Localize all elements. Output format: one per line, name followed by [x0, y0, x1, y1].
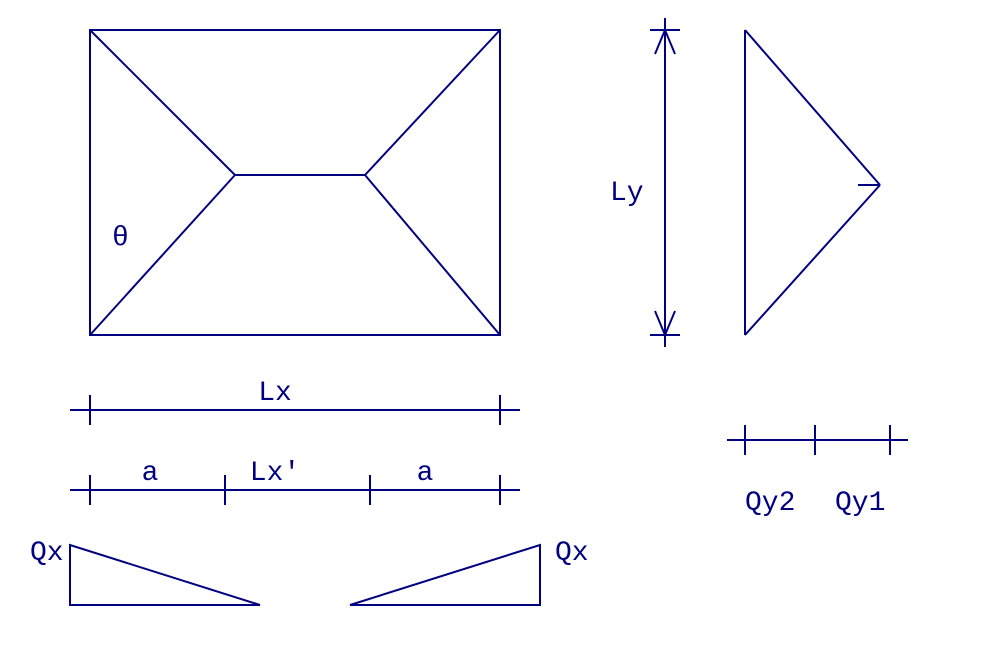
qx-label-0: Qx: [30, 538, 64, 569]
dim-ly-label: Ly: [610, 178, 644, 209]
yield-line-bl: [90, 175, 235, 335]
qy-edge-bot: [745, 185, 880, 335]
qx-right-triangle: [350, 545, 540, 605]
dim-seg-label-1: Lx': [250, 458, 300, 489]
dim-qy-label-1: Qy1: [835, 488, 885, 519]
dim-seg-label-0: a: [142, 458, 159, 489]
dim-seg-label-2: a: [417, 458, 434, 489]
dim-qy-label-0: Qy2: [745, 488, 795, 519]
theta-label: θ: [112, 223, 129, 254]
plan-outline: [90, 30, 500, 335]
yield-line-tr: [365, 30, 500, 175]
yield-line-tl: [90, 30, 235, 175]
yield-line-br: [365, 175, 500, 335]
qy-edge-top: [745, 30, 880, 185]
qx-left-triangle: [70, 545, 260, 605]
dim-lx-label: Lx: [258, 378, 292, 409]
qx-label-1: Qx: [555, 538, 589, 569]
